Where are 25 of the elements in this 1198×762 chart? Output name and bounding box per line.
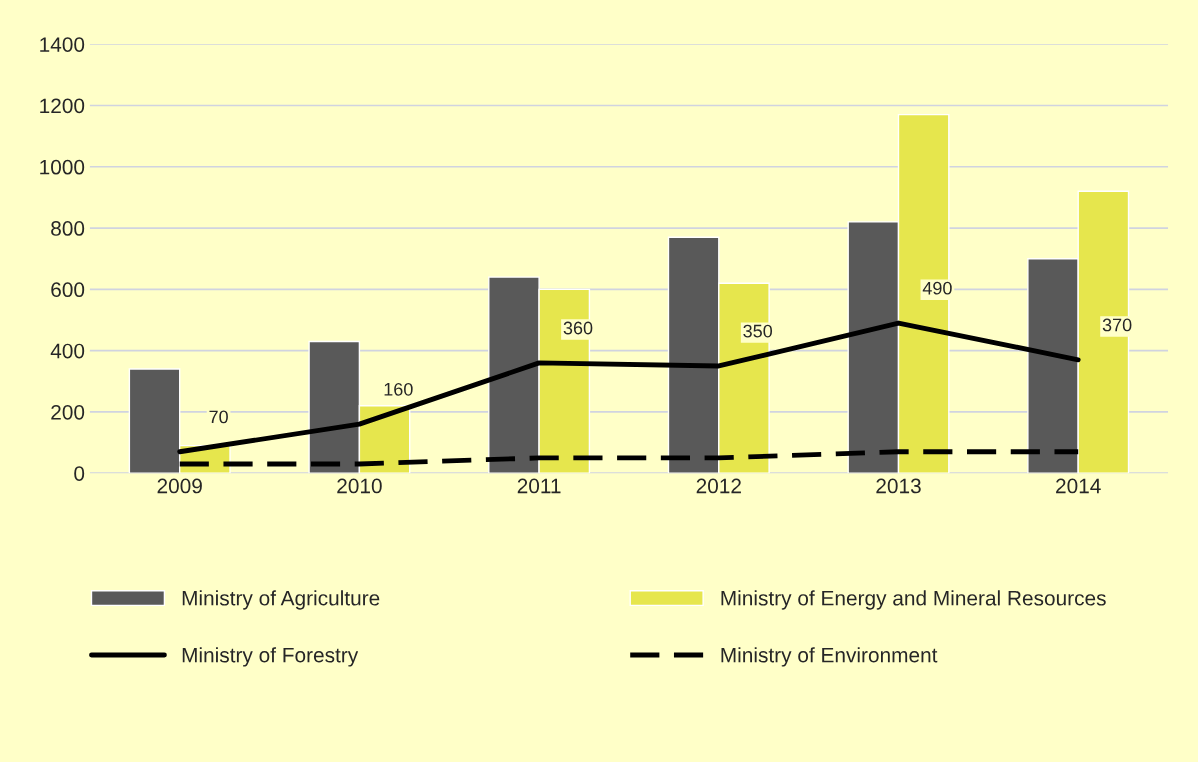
y-tick-label: 1000 — [40, 159, 85, 175]
data-label: 160 — [384, 382, 413, 396]
y-tick-label: 0 — [74, 466, 85, 481]
data-label: 360 — [563, 321, 593, 335]
y-tick-label: 400 — [50, 343, 85, 359]
y-tick-label: 600 — [51, 282, 85, 298]
y-tick-label: 800 — [51, 221, 85, 236]
data-label: 490 — [922, 281, 952, 295]
x-tick-label: 2013 — [876, 478, 921, 494]
x-tick-label: 2010 — [337, 478, 382, 494]
y-tick-label: 1200 — [40, 98, 85, 114]
y-tick-label: 1400 — [40, 37, 85, 52]
legend-label: Ministry of Agriculture — [182, 590, 380, 610]
x-tick-label: 2014 — [1056, 478, 1101, 494]
data-label: 370 — [1102, 318, 1132, 332]
x-tick-label: 2009 — [157, 478, 202, 494]
legend-label: Ministry of Forestry — [182, 647, 359, 667]
legend-label: Ministry of Environment — [721, 647, 938, 667]
line-series — [177, 320, 1081, 455]
y-tick-label: 200 — [51, 404, 85, 420]
legend-label: Ministry of Energy and Mineral Resources — [721, 590, 1106, 610]
x-tick-label: 2012 — [696, 478, 741, 494]
x-tick-label: 2011 — [517, 478, 561, 494]
data-label: 70 — [209, 410, 228, 424]
data-label: 350 — [743, 324, 773, 338]
